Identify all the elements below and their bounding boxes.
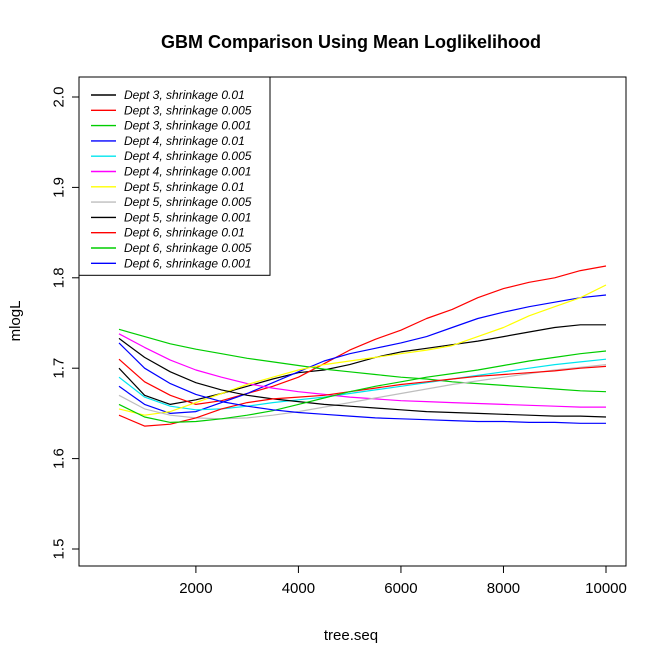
legend-label: Dept 6, shrinkage 0.01 [124, 226, 245, 240]
legend-label: Dept 3, shrinkage 0.005 [124, 103, 252, 117]
x-tick-label: 4000 [282, 580, 315, 597]
x-tick-label: 10000 [585, 580, 627, 597]
series-line-7 [118, 284, 607, 416]
legend-label: Dept 5, shrinkage 0.01 [124, 180, 245, 194]
series-line-1 [118, 324, 606, 405]
legend-entry: Dept 5, shrinkage 0.001 [91, 210, 251, 224]
y-tick-label: 1.9 [51, 177, 68, 198]
plot-frame [78, 76, 627, 567]
series-line-3 [118, 328, 607, 393]
series-line-10 [118, 365, 607, 427]
legend-entry: Dept 4, shrinkage 0.005 [91, 149, 252, 163]
legend-entry: Dept 6, shrinkage 0.01 [91, 226, 245, 240]
y-tick-label: 1.5 [51, 539, 68, 560]
x-tick-label: 6000 [384, 580, 417, 597]
y-tick-label: 2.0 [51, 87, 68, 108]
legend-entry: Dept 3, shrinkage 0.005 [91, 103, 252, 117]
x-tick-label: 8000 [487, 580, 520, 597]
legend-entry: Dept 4, shrinkage 0.001 [91, 165, 251, 179]
series-line-5 [118, 358, 607, 411]
legend-label: Dept 5, shrinkage 0.005 [124, 195, 252, 209]
legend-label: Dept 6, shrinkage 0.001 [124, 256, 251, 270]
plot-lines [118, 265, 607, 427]
legend-entry: Dept 5, shrinkage 0.005 [91, 195, 252, 209]
legend-label: Dept 6, shrinkage 0.005 [124, 241, 252, 255]
legend-label: Dept 4, shrinkage 0.005 [124, 149, 252, 163]
legend-label: Dept 3, shrinkage 0.01 [124, 88, 245, 102]
x-axis-ticks: 2000 4000 6000 8000 10000 [179, 566, 627, 597]
series-line-12 [118, 342, 606, 424]
series-line-11 [118, 350, 607, 423]
series-line-2 [118, 265, 607, 405]
legend-entry: Dept 3, shrinkage 0.001 [91, 119, 251, 133]
x-axis-label: tree.seq [324, 627, 378, 644]
legend-label: Dept 4, shrinkage 0.01 [124, 134, 245, 148]
legend-entry: Dept 6, shrinkage 0.005 [91, 241, 252, 255]
legend-entry: Dept 6, shrinkage 0.001 [91, 256, 251, 270]
y-axis-ticks: 1.5 1.6 1.7 1.8 1.9 2.0 [51, 87, 79, 560]
chart-title: GBM Comparison Using Mean Loglikelihood [161, 32, 541, 52]
legend-entry: Dept 4, shrinkage 0.01 [91, 134, 245, 148]
legend-entry: Dept 3, shrinkage 0.01 [91, 88, 245, 102]
series-line-8 [118, 364, 607, 420]
series-line-9 [118, 337, 607, 418]
legend-label: Dept 5, shrinkage 0.001 [124, 210, 251, 224]
axis-ticks: 2000 4000 6000 8000 10000 1.5 1.6 1.7 1.8 1.9 2.0 [51, 87, 627, 597]
legend-label: Dept 3, shrinkage 0.001 [124, 119, 251, 133]
series-line-6 [118, 333, 606, 408]
y-tick-label: 1.8 [51, 267, 68, 288]
y-tick-label: 1.7 [51, 358, 68, 379]
legend-entry: Dept 5, shrinkage 0.01 [91, 180, 245, 194]
y-tick-label: 1.6 [51, 448, 68, 469]
y-axis-label: mlogL [7, 301, 24, 342]
x-tick-label: 2000 [179, 580, 212, 597]
legend-label: Dept 4, shrinkage 0.001 [124, 165, 251, 179]
